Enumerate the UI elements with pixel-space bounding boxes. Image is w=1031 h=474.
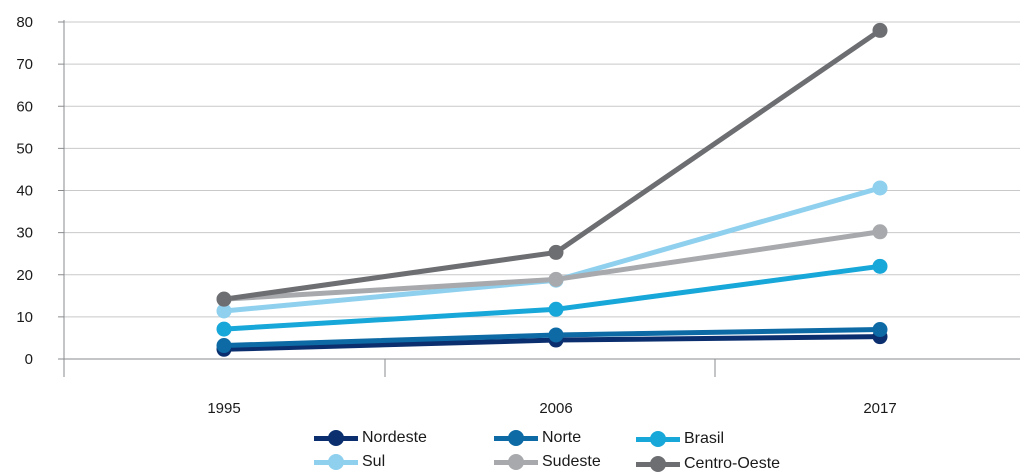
x-tick-label: 2006 xyxy=(539,400,572,417)
y-tick-label: 30 xyxy=(16,225,33,242)
data-point-brasil xyxy=(548,301,564,317)
series-lines xyxy=(221,27,883,352)
y-tick-label: 10 xyxy=(16,309,33,326)
y-tick-label: 0 xyxy=(25,351,33,368)
y-tick-label: 70 xyxy=(16,56,33,73)
data-point-sudeste xyxy=(548,271,564,287)
data-point-brasil xyxy=(216,321,232,337)
series-line-centro-oeste xyxy=(221,27,883,302)
series-points xyxy=(216,22,888,357)
data-point-centro-oeste xyxy=(548,244,564,260)
y-tick-label: 50 xyxy=(16,140,33,157)
x-tick-label: 1995 xyxy=(207,400,240,417)
tick-labels: 0 10 20 30 40 50 60 70 80 1995 2006 2017 xyxy=(16,14,896,417)
y-tick-label: 80 xyxy=(16,14,33,31)
y-tick-label: 60 xyxy=(16,98,33,115)
data-point-norte xyxy=(872,322,888,338)
x-tick-label: 2017 xyxy=(863,400,896,417)
data-point-centro-oeste xyxy=(216,291,232,307)
y-tick-label: 20 xyxy=(16,267,33,284)
data-point-sul xyxy=(872,180,888,196)
data-point-sudeste xyxy=(872,224,888,240)
data-point-brasil xyxy=(872,258,888,274)
data-point-centro-oeste xyxy=(872,22,888,38)
y-tick-label: 40 xyxy=(16,183,33,200)
series-line-sudeste xyxy=(221,229,883,302)
data-point-norte xyxy=(548,327,564,343)
data-point-norte xyxy=(216,338,232,354)
data-point-sul xyxy=(216,303,232,319)
axes xyxy=(58,20,1020,377)
gridlines xyxy=(64,21,1020,318)
